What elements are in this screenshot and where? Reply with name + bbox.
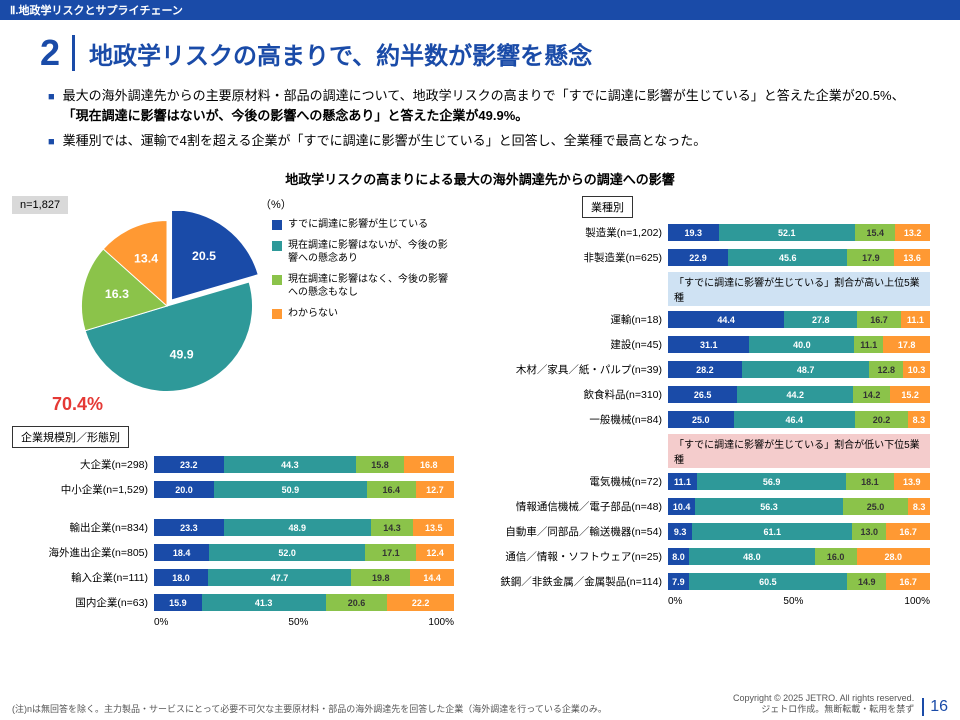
chart-title: 地政学リスクの高まりによる最大の海外調達先からの調達への影響: [0, 169, 960, 188]
left-axis: 0%50%100%: [154, 617, 454, 628]
legend-item: 現在調達に影響はなく、今後の影響への懸念もなし: [272, 273, 448, 299]
bar-row: 鉄鋼／非鉄金属／金属製品(n=114)7.960.514.916.7: [482, 571, 948, 593]
bullet-item: ■最大の海外調達先からの主要原材料・部品の調達について、地政学リスクの高まりで「…: [48, 86, 912, 125]
bar-row: 情報通信機械／電子部品(n=48)10.456.325.08.3: [482, 496, 948, 518]
band-low: 「すでに調達に影響が生じている」割合が低い下位5業種: [668, 434, 930, 468]
title-separator: [72, 35, 75, 71]
right-axis: 0%50%100%: [668, 596, 930, 607]
left-section-label: 企業規模別／形態別: [12, 426, 129, 448]
bar-row: 自動車／同部品／輸送機器(n=54)9.361.113.016.7: [482, 521, 948, 543]
bar-row: 製造業(n=1,202)19.352.115.413.2: [482, 222, 948, 244]
bullet-list: ■最大の海外調達先からの主要原材料・部品の調達について、地政学リスクの高まりで「…: [0, 82, 960, 165]
bar-row: 電気機械(n=72)11.156.918.113.9: [482, 471, 948, 493]
copyright: Copyright © 2025 JETRO. All rights reser…: [733, 693, 914, 716]
bar-row: [12, 504, 482, 514]
bar-row: 国内企業(n=63)15.941.320.622.2: [12, 592, 482, 614]
bar-row: 木材／家具／紙・パルプ(n=39)28.248.712.810.3: [482, 359, 948, 381]
svg-text:20.5: 20.5: [192, 248, 216, 262]
left-panel: n=1,827 （%） 20.5 49.9 16.3 13.4 70.4% すでに調達…: [12, 196, 482, 628]
bar-row: 一般機械(n=84)25.046.420.28.3: [482, 409, 948, 431]
band-high: 「すでに調達に影響が生じている」割合が高い上位5業種: [668, 272, 930, 306]
n-label: n=1,827: [12, 196, 68, 214]
svg-text:49.9: 49.9: [170, 347, 194, 361]
title-text: 地政学リスクの高まりで、約半数が影響を懸念: [89, 36, 592, 71]
bar-row: 飲食料品(n=310)26.544.214.215.2: [482, 384, 948, 406]
right-panel: 業種別 製造業(n=1,202)19.352.115.413.2 非製造業(n=6…: [482, 196, 948, 628]
bar-row: 通信／情報・ソフトウェア(n=25)8.048.016.028.0: [482, 546, 948, 568]
pct-label: （%）: [260, 196, 292, 212]
bar-row: 海外進出企業(n=805)18.452.017.112.4: [12, 542, 482, 564]
legend-item: わからない: [272, 307, 448, 320]
right-section-label: 業種別: [582, 196, 633, 218]
left-bar-section: 企業規模別／形態別 大企業(n=298)23.244.315.816.8 中小企業…: [12, 426, 482, 628]
legend-item: 現在調達に影響はないが、今後の影響への懸念あり: [272, 239, 448, 265]
header-band: Ⅱ.地政学リスクとサプライチェーン: [0, 0, 960, 20]
svg-text:13.4: 13.4: [134, 251, 158, 265]
footer: (注)nは無回答を除く。主力製品・サービスにとって必要不可欠な主要原材料・部品の…: [12, 693, 948, 716]
title-row: 2 地政学リスクの高まりで、約半数が影響を懸念: [0, 20, 960, 82]
bar-row: 輸入企業(n=111)18.047.719.814.4: [12, 567, 482, 589]
svg-text:16.3: 16.3: [105, 287, 129, 301]
bar-row: 中小企業(n=1,529)20.050.916.412.7: [12, 479, 482, 501]
main-content: n=1,827 （%） 20.5 49.9 16.3 13.4 70.4% すでに調達…: [0, 196, 960, 628]
title-number: 2: [40, 32, 60, 74]
bar-row: 建設(n=45)31.140.011.117.8: [482, 334, 948, 356]
bar-row: 非製造業(n=625)22.945.617.913.6: [482, 247, 948, 269]
pie-highlight: 70.4%: [52, 394, 103, 415]
legend: すでに調達に影響が生じている現在調達に影響はないが、今後の影響への懸念あり現在調…: [272, 218, 448, 328]
pie-chart: 20.5 49.9 16.3 13.4: [72, 211, 262, 406]
legend-item: すでに調達に影響が生じている: [272, 218, 448, 231]
footnote: (注)nは無回答を除く。主力製品・サービスにとって必要不可欠な主要原材料・部品の…: [12, 704, 612, 716]
bar-row: 輸出企業(n=834)23.348.914.313.5: [12, 517, 482, 539]
bar-row: 運輸(n=18)44.427.816.711.1: [482, 309, 948, 331]
page-number: 16: [922, 698, 948, 716]
bullet-item: ■業種別では、運輸で4割を超える企業が「すでに調達に影響が生じている」と回答し、…: [48, 131, 912, 151]
bar-row: 大企業(n=298)23.244.315.816.8: [12, 454, 482, 476]
